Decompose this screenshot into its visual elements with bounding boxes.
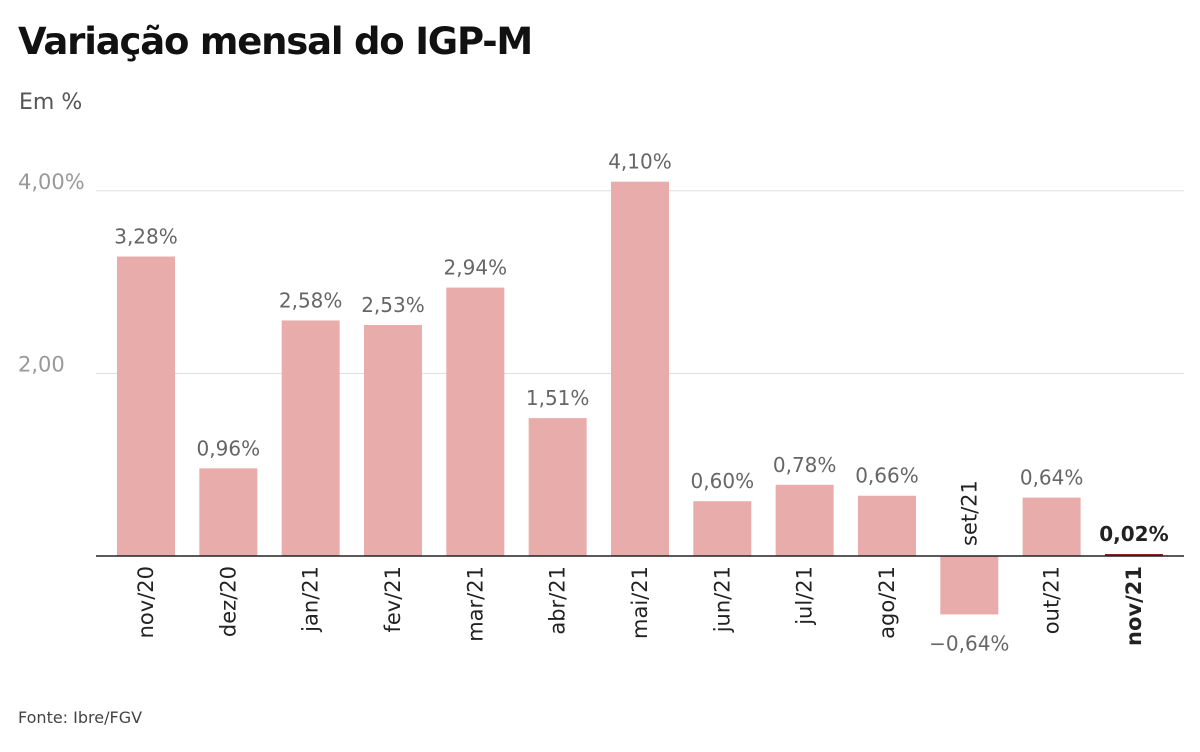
x-tick-label: out/21 [1040,566,1064,634]
data-label: 0,78% [773,453,837,477]
bar [1104,554,1163,556]
data-label: −0,64% [929,631,1009,655]
y-tick-label: 4,00% [18,170,85,194]
data-label: 0,60% [691,469,755,493]
data-label: 0,96% [197,436,261,460]
x-tick-label: abr/21 [546,566,570,635]
x-tick-label: jun/21 [710,566,734,633]
x-tick-label: fev/21 [381,566,405,633]
category-labels: nov/20 dez/20 jan/21 fev/21 mar/21 abr/21 mai/… [134,480,1146,646]
x-tick-label: nov/20 [134,566,158,638]
x-tick-label: mai/21 [628,566,652,639]
bars [117,181,1163,615]
bar [775,484,834,556]
x-tick-label: nov/21 [1122,566,1146,646]
x-tick-label: dez/20 [216,566,240,637]
source-note: Fonte: Ibre/FGV [18,708,143,727]
bar [446,287,505,556]
bar-chart: 2,00 4,00% 3,28% 0,96% 2,58% 2,53% 2,94% 1,51%… [18,150,1184,656]
bar [857,495,916,556]
bar [610,181,669,557]
bar [1022,497,1081,556]
data-label: 4,10% [608,150,672,174]
value-labels: 3,28% 0,96% 2,58% 2,53% 2,94% 1,51% 4,10% 0,60%… [114,150,1168,656]
x-tick-label: jan/21 [299,566,323,633]
x-tick-label: jul/21 [793,566,817,626]
data-label: 2,58% [279,288,343,312]
y-axis-ticks: 2,00 4,00% [18,170,85,377]
data-label: 0,02% [1099,522,1168,546]
data-label: 0,64% [1020,466,1084,490]
bar [528,418,587,556]
x-tick-label: set/21 [957,480,981,546]
x-tick-label: ago/21 [875,566,899,639]
y-tick-label: 2,00 [18,352,65,376]
bar [117,256,175,556]
data-label: 3,28% [114,225,178,249]
bar [693,501,752,556]
bar [281,320,340,556]
data-label: 2,94% [444,256,508,280]
data-label: 1,51% [526,386,590,410]
data-label: 2,53% [361,293,425,317]
data-label: 0,66% [855,464,919,488]
bar [199,468,258,556]
chart-subtitle: Em % [19,90,83,115]
chart-title: Variação mensal do IGP-M [18,20,533,63]
x-tick-label: mar/21 [463,566,487,642]
bar [940,556,999,615]
bar [363,325,422,556]
